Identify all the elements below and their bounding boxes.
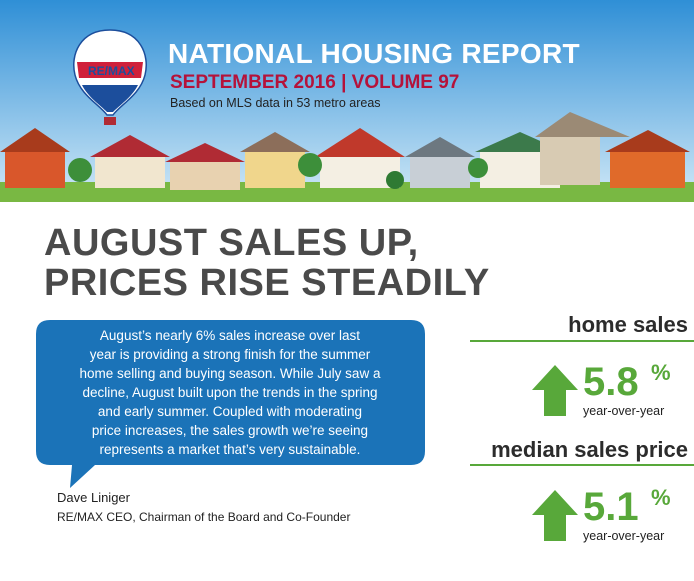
- stat-value: 5.8: [583, 360, 639, 404]
- logo-balloon: [73, 29, 147, 125]
- stat-label: home sales: [568, 312, 688, 337]
- headline: AUGUST SALES UP,: [44, 222, 419, 264]
- quote-line: home selling and buying season. While Ju…: [79, 366, 381, 381]
- stat-period: year-over-year: [583, 404, 665, 418]
- houses: [0, 112, 690, 190]
- stat-label: median sales price: [491, 437, 688, 462]
- up-arrow: [532, 365, 578, 416]
- author-title: RE/MAX CEO, Chairman of the Board and Co…: [57, 510, 351, 524]
- quote-line: represents a market that’s very sustaina…: [99, 442, 361, 457]
- logo-text: RE/MAX: [88, 64, 135, 78]
- stat-value: 5.1: [583, 485, 639, 529]
- quote-line: decline, August built upon the trends in…: [82, 385, 378, 400]
- up-arrow: [532, 490, 578, 541]
- quote-line: year is providing a strong finish for th…: [89, 347, 371, 362]
- quote-line: price increases, the sales growth we’re …: [91, 423, 369, 438]
- speech-bubble: [36, 320, 425, 488]
- headline: PRICES RISE STEADILY: [44, 262, 490, 304]
- stat-period: year-over-year: [583, 529, 665, 543]
- stat-unit: %: [651, 485, 671, 510]
- author-name: Dave Liniger: [57, 490, 130, 505]
- report-title: NATIONAL HOUSING REPORT: [168, 38, 580, 69]
- report-subtitle: SEPTEMBER 2016 | VOLUME 97: [170, 72, 460, 93]
- stat-unit: %: [651, 360, 671, 385]
- quote-line: and early summer. Coupled with moderatin…: [97, 404, 363, 419]
- quote-line: August’s nearly 6% sales increase over l…: [99, 328, 361, 343]
- report-note: Based on MLS data in 53 metro areas: [170, 96, 381, 110]
